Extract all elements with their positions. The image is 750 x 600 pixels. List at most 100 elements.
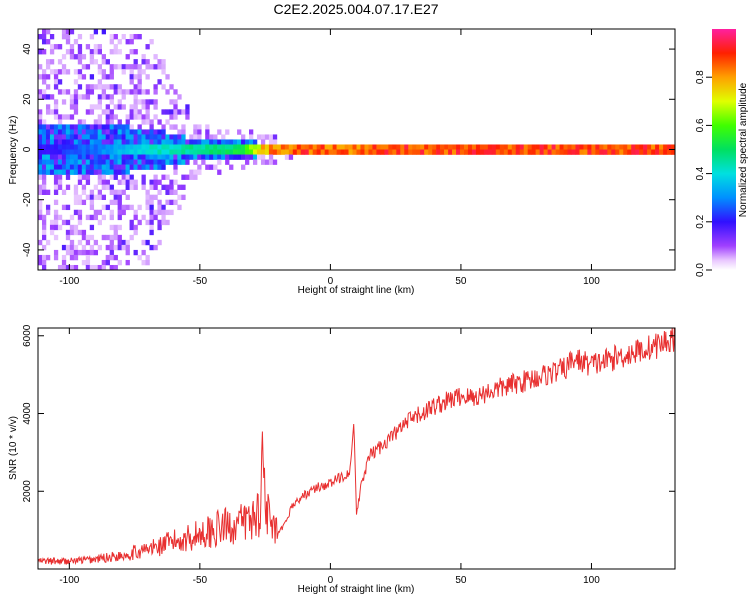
heatmap-cell [93,144,99,150]
heatmap-cell [460,149,465,155]
heatmap-cell [444,144,449,150]
heatmap-cell [595,144,600,150]
heatmap-cell [53,69,59,75]
heatmap-cell [101,109,106,115]
heatmap-cell [38,89,43,95]
heatmap-cell [467,149,473,155]
heatmap-cell [125,169,130,175]
heatmap-cell [113,84,118,90]
heatmap-cell [41,254,47,261]
heatmap-cell [89,109,95,115]
heatmap-cell [388,149,393,155]
heatmap-cell [583,149,588,155]
heatmap-cell [73,184,79,190]
heatmap-cell [113,134,118,140]
heatmap-cell [535,149,540,155]
heatmap-cell [511,144,517,150]
heatmap-cell [38,94,43,100]
heatmap-cell [113,169,118,175]
heatmap-cell [249,139,254,145]
heatmap-cell [181,159,186,165]
heatmap-cell [153,184,158,190]
heatmap-cell [97,114,102,120]
heatmap-cell [53,134,59,140]
heatmap-cell [125,134,130,140]
heatmap-cell [129,89,134,95]
x-tick-label: 0 [328,575,334,586]
heatmap-cell [85,139,91,145]
heatmap-cell [81,154,87,160]
heatmap-cell [57,159,63,165]
heatmap-cell [101,84,106,90]
heatmap-cell [49,224,55,231]
heatmap-cell [185,139,190,145]
heatmap-cell [38,64,43,70]
heatmap-cell [65,169,71,175]
heatmap-cell [647,144,652,150]
heatmap-cell [113,194,118,201]
heatmap-cell [149,149,154,155]
heatmap-cell [193,144,198,150]
heatmap-cell [161,164,166,170]
heatmap-cell [81,244,87,251]
heatmap-cell [280,144,286,150]
heatmap-cell [85,174,91,180]
heatmap-cell [49,139,55,145]
heatmap-cell [249,149,254,155]
heatmap-cell [595,149,600,155]
heatmap-cell [129,164,134,170]
heatmap-cell [73,244,79,251]
heatmap-cell [444,149,449,155]
heatmap-cell [233,144,238,150]
heatmap-cell [89,169,95,175]
heatmap-cell [65,69,71,75]
heatmap-cell [77,249,83,256]
heatmap-cell [61,189,67,195]
heatmap-cell [89,194,95,201]
heatmap-cell [169,134,174,140]
heatmap-cell [233,154,238,160]
heatmap-cell [555,149,560,155]
heatmap-cell [268,134,274,140]
heatmap-cell [161,129,166,135]
heatmap-cell [65,29,71,35]
heatmap-cell [38,109,43,115]
heatmap-cell [105,59,110,65]
heatmap-cell [41,34,47,40]
heatmap-cell [169,124,174,130]
heatmap-cell [57,124,63,130]
heatmap-cell [97,174,102,180]
heatmap-cell [133,129,138,135]
heatmap-cell [69,169,75,175]
heatmap-cell [45,94,51,100]
heatmap-cell [121,124,126,130]
heatmap-cell [101,159,106,165]
heatmap-cell [173,109,178,115]
heatmap-cell [384,149,389,155]
heatmap-cell [105,259,110,266]
heatmap-cell [137,64,142,70]
heatmap-cell [360,144,365,150]
heatmap-cell [65,139,71,145]
heatmap-cell [161,134,166,140]
heatmap-cell [189,169,194,175]
heatmap-cell [221,154,226,160]
heatmap-cell [113,189,118,195]
heatmap-cell [109,49,114,55]
heatmap-cell [141,129,146,135]
heatmap-cell [41,94,47,100]
heatmap-cell [105,159,110,165]
heatmap-cell [65,39,71,45]
heatmap-cell [149,144,154,150]
heatmap-cell [61,89,67,95]
heatmap-cell [57,264,63,271]
heatmap-cell [157,219,162,226]
heatmap-cell [109,139,114,145]
heatmap-cell [41,154,47,160]
heatmap-cell [149,209,154,216]
heatmap-cell [324,149,329,155]
heatmap-cell [145,144,150,150]
heatmap-cell [189,174,194,180]
snr-frame [37,327,676,570]
heatmap-cell [412,149,417,155]
